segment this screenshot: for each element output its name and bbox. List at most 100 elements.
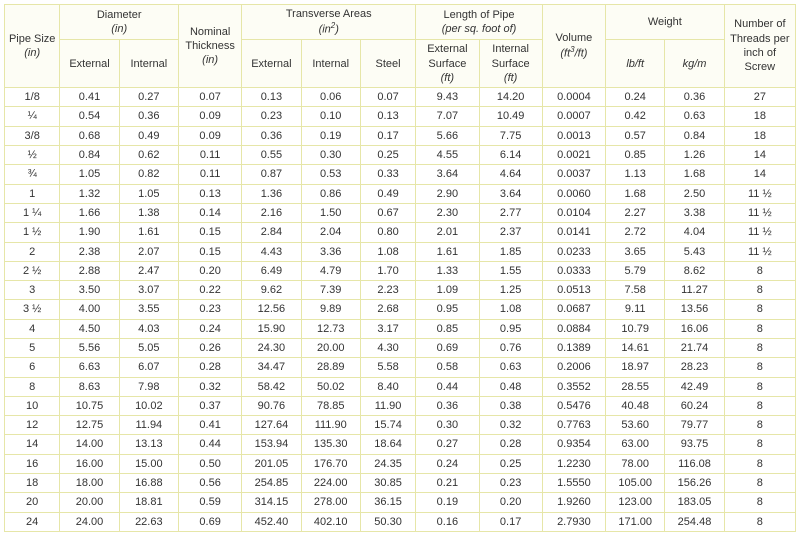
table-cell: 0.32 <box>178 377 241 396</box>
table-cell: 1.55 <box>479 261 542 280</box>
table-cell: 224.00 <box>301 474 360 493</box>
table-cell: 0.95 <box>479 319 542 338</box>
table-row: 1616.0015.000.50201.05176.7024.350.240.2… <box>5 454 796 473</box>
table-cell: 0.84 <box>60 146 119 165</box>
table-cell: 0.0013 <box>542 126 605 145</box>
table-row: 33.503.070.229.627.392.231.091.250.05137… <box>5 281 796 300</box>
table-cell: 0.85 <box>416 319 479 338</box>
table-cell: 1.09 <box>416 281 479 300</box>
table-cell: 1.13 <box>606 165 665 184</box>
table-cell: 5.56 <box>60 339 119 358</box>
table-cell: 0.57 <box>606 126 665 145</box>
table-row: 1414.0013.130.44153.94135.3018.640.270.2… <box>5 435 796 454</box>
table-cell: 24 <box>5 512 60 531</box>
table-cell: 0.42 <box>606 107 665 126</box>
table-cell: 28.55 <box>606 377 665 396</box>
table-cell: 4.55 <box>416 146 479 165</box>
table-cell: 0.33 <box>360 165 415 184</box>
table-cell: 12.73 <box>301 319 360 338</box>
hdr-ext-surface: External Surface (ft) <box>416 40 479 88</box>
table-row: 55.565.050.2624.3020.004.300.690.760.138… <box>5 339 796 358</box>
table-header: Pipe Size (in) Diameter (in) Nominal Thi… <box>5 5 796 88</box>
hdr-weight-lbft: lb/ft <box>606 40 665 88</box>
table-cell: 8 <box>724 396 795 415</box>
hdr-volume: Volume (ft3/ft) <box>542 5 605 88</box>
table-cell: 58.42 <box>242 377 301 396</box>
table-cell: 1.08 <box>479 300 542 319</box>
table-cell: 60.24 <box>665 396 724 415</box>
table-cell: 2.50 <box>665 184 724 203</box>
table-cell: 2 <box>5 242 60 261</box>
table-cell: 0.68 <box>60 126 119 145</box>
table-cell: 0.95 <box>416 300 479 319</box>
table-cell: 123.00 <box>606 493 665 512</box>
table-cell: 14.20 <box>479 88 542 107</box>
table-cell: 1.25 <box>479 281 542 300</box>
table-cell: 0.25 <box>479 454 542 473</box>
table-cell: 3.50 <box>60 281 119 300</box>
table-cell: 201.05 <box>242 454 301 473</box>
table-cell: 8 <box>724 474 795 493</box>
table-cell: 8 <box>724 454 795 473</box>
table-cell: 0.0004 <box>542 88 605 107</box>
table-cell: 40.48 <box>606 396 665 415</box>
table-cell: 8 <box>724 281 795 300</box>
table-cell: 1.70 <box>360 261 415 280</box>
hdr-nominal-thickness: Nominal Thickness (in) <box>178 5 241 88</box>
table-row: 2020.0018.810.59314.15278.0036.150.190.2… <box>5 493 796 512</box>
table-cell: 2.77 <box>479 203 542 222</box>
table-cell: 2.23 <box>360 281 415 300</box>
table-cell: 2.01 <box>416 223 479 242</box>
table-cell: 28.89 <box>301 358 360 377</box>
table-cell: 50.30 <box>360 512 415 531</box>
table-cell: 1.26 <box>665 146 724 165</box>
table-cell: 0.15 <box>178 242 241 261</box>
table-cell: 0.20 <box>479 493 542 512</box>
table-cell: 20 <box>5 493 60 512</box>
table-cell: 8.62 <box>665 261 724 280</box>
table-cell: 8 <box>724 493 795 512</box>
table-cell: 1.08 <box>360 242 415 261</box>
table-cell: 0.69 <box>416 339 479 358</box>
table-cell: 2.68 <box>360 300 415 319</box>
table-cell: 0.41 <box>178 416 241 435</box>
table-cell: 2.37 <box>479 223 542 242</box>
hdr-transverse-areas: Transverse Areas (in2) <box>242 5 416 40</box>
table-cell: 0.0141 <box>542 223 605 242</box>
table-cell: 13.13 <box>119 435 178 454</box>
table-cell: 0.9354 <box>542 435 605 454</box>
table-cell: 1.9260 <box>542 493 605 512</box>
table-cell: 7.75 <box>479 126 542 145</box>
table-cell: 15.00 <box>119 454 178 473</box>
table-cell: 0.84 <box>665 126 724 145</box>
table-cell: 0.28 <box>479 435 542 454</box>
table-cell: 0.62 <box>119 146 178 165</box>
table-cell: 0.36 <box>242 126 301 145</box>
table-cell: 3.55 <box>119 300 178 319</box>
hdr-weight: Weight <box>606 5 725 40</box>
table-cell: 0.67 <box>360 203 415 222</box>
table-cell: 79.77 <box>665 416 724 435</box>
table-cell: 7.39 <box>301 281 360 300</box>
table-cell: 8 <box>724 261 795 280</box>
table-cell: 4.79 <box>301 261 360 280</box>
table-row: ½0.840.620.110.550.300.254.556.140.00210… <box>5 146 796 165</box>
table-cell: 11 ½ <box>724 203 795 222</box>
table-cell: 4.00 <box>60 300 119 319</box>
table-cell: 0.82 <box>119 165 178 184</box>
table-cell: 0.26 <box>178 339 241 358</box>
table-cell: 176.70 <box>301 454 360 473</box>
table-cell: 12 <box>5 416 60 435</box>
table-cell: 2.27 <box>606 203 665 222</box>
hdr-area-external: External <box>242 40 301 88</box>
table-cell: 27 <box>724 88 795 107</box>
table-cell: 2.16 <box>242 203 301 222</box>
table-cell: 1.68 <box>665 165 724 184</box>
table-cell: 0.17 <box>479 512 542 531</box>
table-cell: 34.47 <box>242 358 301 377</box>
table-cell: 3.36 <box>301 242 360 261</box>
table-cell: 14.00 <box>60 435 119 454</box>
table-cell: 0.85 <box>606 146 665 165</box>
table-cell: 0.36 <box>119 107 178 126</box>
table-cell: 24.00 <box>60 512 119 531</box>
